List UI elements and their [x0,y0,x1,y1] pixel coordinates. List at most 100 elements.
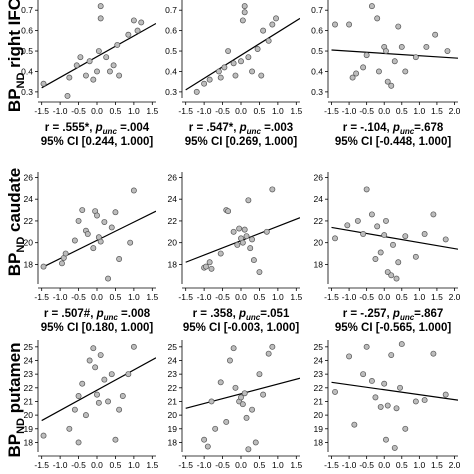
y-tick-label: 0.4 [21,66,33,76]
y-tick-label: 0.4 [165,66,177,76]
data-point [384,402,391,409]
y-tick-label: 22 [24,216,34,226]
data-point [94,391,100,398]
data-point [232,72,239,79]
x-tick-label: 0.5 [110,292,122,302]
stat-correlation: r = .358, punc=.051 [193,308,290,322]
data-point [265,37,272,44]
data-point [97,3,104,10]
data-point [269,21,276,28]
y-tick-label: 20 [24,238,34,248]
data-point [206,259,213,266]
x-tick-label: 1.5 [290,292,302,302]
scatter-panels: 0.30.40.50.60.7-1.5 -1.0 -0.5 0.0 0.5 1.0 1.5r… [21,0,461,470]
y-tick-label: 22 [314,216,324,226]
data-point [241,3,248,10]
x-tick-label: 1.0 [128,292,140,302]
x-tick-label: -1.5 [34,460,49,470]
y-tick-label: 23 [168,369,178,379]
x-tick-label: -1.5 [324,106,339,116]
stat-p: p [392,122,400,134]
data-point [398,341,405,348]
stat-p-value: =.008 [118,308,151,320]
y-tick-label: 0.3 [165,87,177,97]
data-point [363,186,370,193]
y-tick-label: 22 [24,383,34,393]
data-point [130,343,137,350]
data-point [247,245,254,252]
stat-correlation: r = .507#, punc =.008 [44,308,151,322]
data-point [353,70,360,77]
data-point [442,236,449,243]
panel-r0-c0: 0.3 0.4 0.5 0.6 0.7 -1.5 -1.0 -0.5 0.0 0.5 1.0 1.5 r… [21,0,158,148]
y-tick-label: 24 [168,355,178,365]
x-tick-label: -1.0 [53,460,68,470]
x-tick-label: 2.0 [449,460,461,470]
data-point [101,376,108,383]
x-tick-label: 0.5 [396,460,408,470]
data-point [360,371,367,378]
data-point [217,250,224,257]
data-point [351,421,358,428]
x-tick-label: 2.0 [449,106,461,116]
data-point [269,186,276,193]
data-point [245,54,252,61]
x-tick-label: 0.5 [254,460,266,470]
data-point [241,9,248,16]
row-label-1: BPND caudate [5,168,27,277]
y-tick-label: 0.7 [21,5,33,15]
y-tick-label: 22 [168,216,178,226]
data-point [114,41,121,48]
data-point [377,249,384,256]
stat-ci: 95% CI [0.269, 1.000] [185,136,298,148]
data-point [243,414,250,421]
x-tick-label: -1.5 [324,292,339,302]
x-tick-label: -1.5 [34,106,49,116]
y-tick-label: 18 [168,437,178,447]
data-point [402,425,409,432]
data-point [71,406,78,413]
x-tick-label: -0.5 [71,292,86,302]
data-point [116,406,123,413]
y-tick-label: 22 [168,383,178,393]
regression-line [331,226,458,250]
data-point [332,388,338,395]
x-tick-label: 1.0 [413,106,425,116]
x-tick-label: 1.5 [431,292,443,302]
data-point [97,15,104,22]
x-tick-label: 0.0 [235,460,247,470]
data-point [243,233,250,240]
y-tick-label: 24 [24,355,34,365]
data-point [203,263,209,270]
data-point [442,391,449,398]
y-tick-label: 26 [314,172,324,182]
data-point [108,371,115,378]
y-tick-label: 25 [24,342,34,352]
data-point [82,412,89,419]
x-tick-label: 1.0 [413,292,425,302]
row-label-main: BP [5,88,24,112]
y-tick-label: 0.7 [165,5,177,15]
stat-p-sub: unc [104,313,119,322]
x-tick-label: -1.5 [178,106,193,116]
row-label-rest: right IFC [5,0,24,73]
data-point [384,269,391,275]
stat-p: p [96,308,104,320]
data-point [201,80,208,87]
data-point [383,48,389,54]
x-tick-label: -1.0 [197,106,212,116]
data-point [395,23,402,30]
data-point [360,64,367,71]
stat-p-value: =.051 [260,308,290,320]
y-tick-label: 21 [314,396,324,406]
data-point [66,425,73,432]
x-tick-label: -1.0 [53,106,68,116]
stat-r: r = .358, [193,308,239,320]
y-tick-label: 18 [24,437,34,447]
x-tick-label: 0.5 [396,292,408,302]
data-point [208,265,215,272]
x-tick-label: 0.0 [91,292,103,302]
x-tick-label: -1.5 [178,292,193,302]
